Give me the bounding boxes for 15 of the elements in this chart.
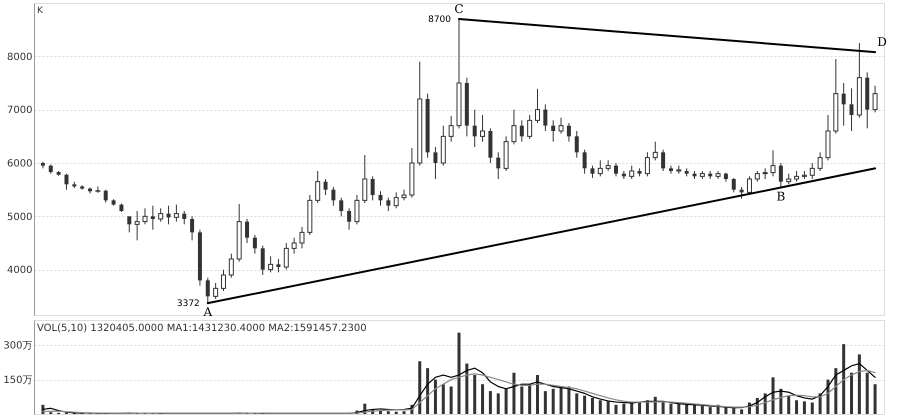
y-tick-label: 4000 xyxy=(7,265,32,276)
y-tick-label: 150万 xyxy=(3,375,32,386)
y-tick-label: 300万 xyxy=(3,340,32,352)
data-label: C xyxy=(454,2,464,16)
y-tick-label: 8000 xyxy=(7,52,32,63)
data-label: B xyxy=(776,190,786,204)
y-tick-label: 6000 xyxy=(7,158,32,170)
data-label: A xyxy=(202,305,212,320)
y-tick-label: 5000 xyxy=(7,212,32,223)
text: 3372 xyxy=(176,299,200,310)
data-label: D xyxy=(877,35,887,50)
text: 8700 xyxy=(428,15,451,25)
y-tick-label: 7000 xyxy=(7,105,32,116)
annotation: VOL(5,10) 1320405.0000 MA1:1431230.4000 MA2:1591457.2300 xyxy=(37,323,367,334)
chart-title: K xyxy=(37,6,44,16)
